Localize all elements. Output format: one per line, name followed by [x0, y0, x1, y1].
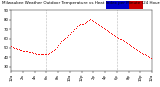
Point [138, 50, 140, 51]
Point [41, 54, 43, 55]
Point [99, 26, 102, 27]
Point [14, 47, 17, 49]
Point [52, 49, 55, 50]
Point [70, 31, 73, 33]
Point [92, 20, 95, 21]
Point [136, 49, 139, 50]
Point [110, 32, 112, 34]
Point [86, 20, 89, 21]
Point [111, 33, 114, 35]
Point [58, 43, 61, 44]
Point [20, 49, 23, 50]
Point [39, 54, 42, 55]
Point [80, 23, 83, 24]
Point [72, 30, 74, 32]
Point [116, 36, 118, 37]
Point [74, 28, 77, 29]
Point [13, 47, 15, 49]
Point [127, 44, 130, 45]
Point [88, 19, 90, 21]
Point [54, 48, 56, 50]
Point [60, 41, 62, 42]
Point [28, 51, 30, 52]
Point [61, 40, 64, 41]
Point [104, 28, 106, 30]
Point [83, 22, 86, 23]
Point [139, 51, 142, 52]
Point [36, 53, 39, 54]
Point [51, 50, 54, 51]
Point [23, 50, 26, 51]
Point [42, 54, 45, 55]
Point [118, 38, 121, 39]
Point [67, 34, 70, 35]
Point [55, 46, 58, 48]
Point [101, 27, 103, 28]
Point [11, 46, 14, 48]
Point [26, 50, 29, 51]
Point [47, 53, 49, 54]
Point [140, 52, 143, 53]
Point [146, 56, 149, 57]
Point [69, 33, 71, 35]
Point [30, 51, 33, 52]
Point [22, 50, 24, 51]
Point [91, 19, 93, 21]
Point [113, 34, 115, 35]
Point [63, 38, 65, 39]
Text: Milwaukee Weather Outdoor Temperature vs Heat Index per Minute (24 Hours): Milwaukee Weather Outdoor Temperature vs… [2, 1, 160, 5]
Point [108, 31, 111, 33]
Point [123, 41, 125, 42]
Point [76, 26, 79, 27]
Point [129, 44, 131, 46]
Point [130, 45, 133, 47]
Point [79, 23, 81, 24]
Point [89, 18, 92, 20]
Point [64, 37, 67, 38]
Point [73, 28, 76, 30]
Point [50, 51, 52, 52]
Point [77, 25, 80, 26]
Point [48, 52, 51, 53]
Point [85, 21, 87, 22]
Point [143, 54, 146, 55]
Point [132, 46, 134, 48]
Point [102, 28, 105, 29]
Point [38, 53, 40, 54]
Point [135, 48, 137, 50]
Point [96, 23, 99, 24]
Point [19, 49, 21, 50]
Point [149, 58, 152, 59]
Point [25, 50, 27, 51]
Point [17, 48, 20, 50]
Point [121, 40, 124, 41]
Point [145, 55, 147, 56]
Point [45, 54, 48, 55]
Point [107, 30, 109, 32]
Point [126, 43, 128, 44]
Point [94, 21, 96, 22]
Point [32, 52, 35, 53]
Point [117, 37, 120, 38]
Point [95, 22, 98, 23]
Point [120, 39, 123, 40]
Point [57, 44, 59, 46]
Point [105, 29, 108, 31]
Point [66, 36, 68, 37]
Point [35, 53, 37, 54]
Point [114, 35, 117, 36]
Point [133, 47, 136, 49]
Point [82, 23, 84, 24]
Point [29, 51, 32, 52]
Point [44, 54, 46, 55]
Point [33, 52, 36, 53]
Point [124, 42, 127, 43]
Point [148, 57, 150, 58]
Point [10, 45, 12, 47]
Point [16, 48, 18, 50]
Point [98, 25, 100, 26]
Point [142, 53, 144, 54]
